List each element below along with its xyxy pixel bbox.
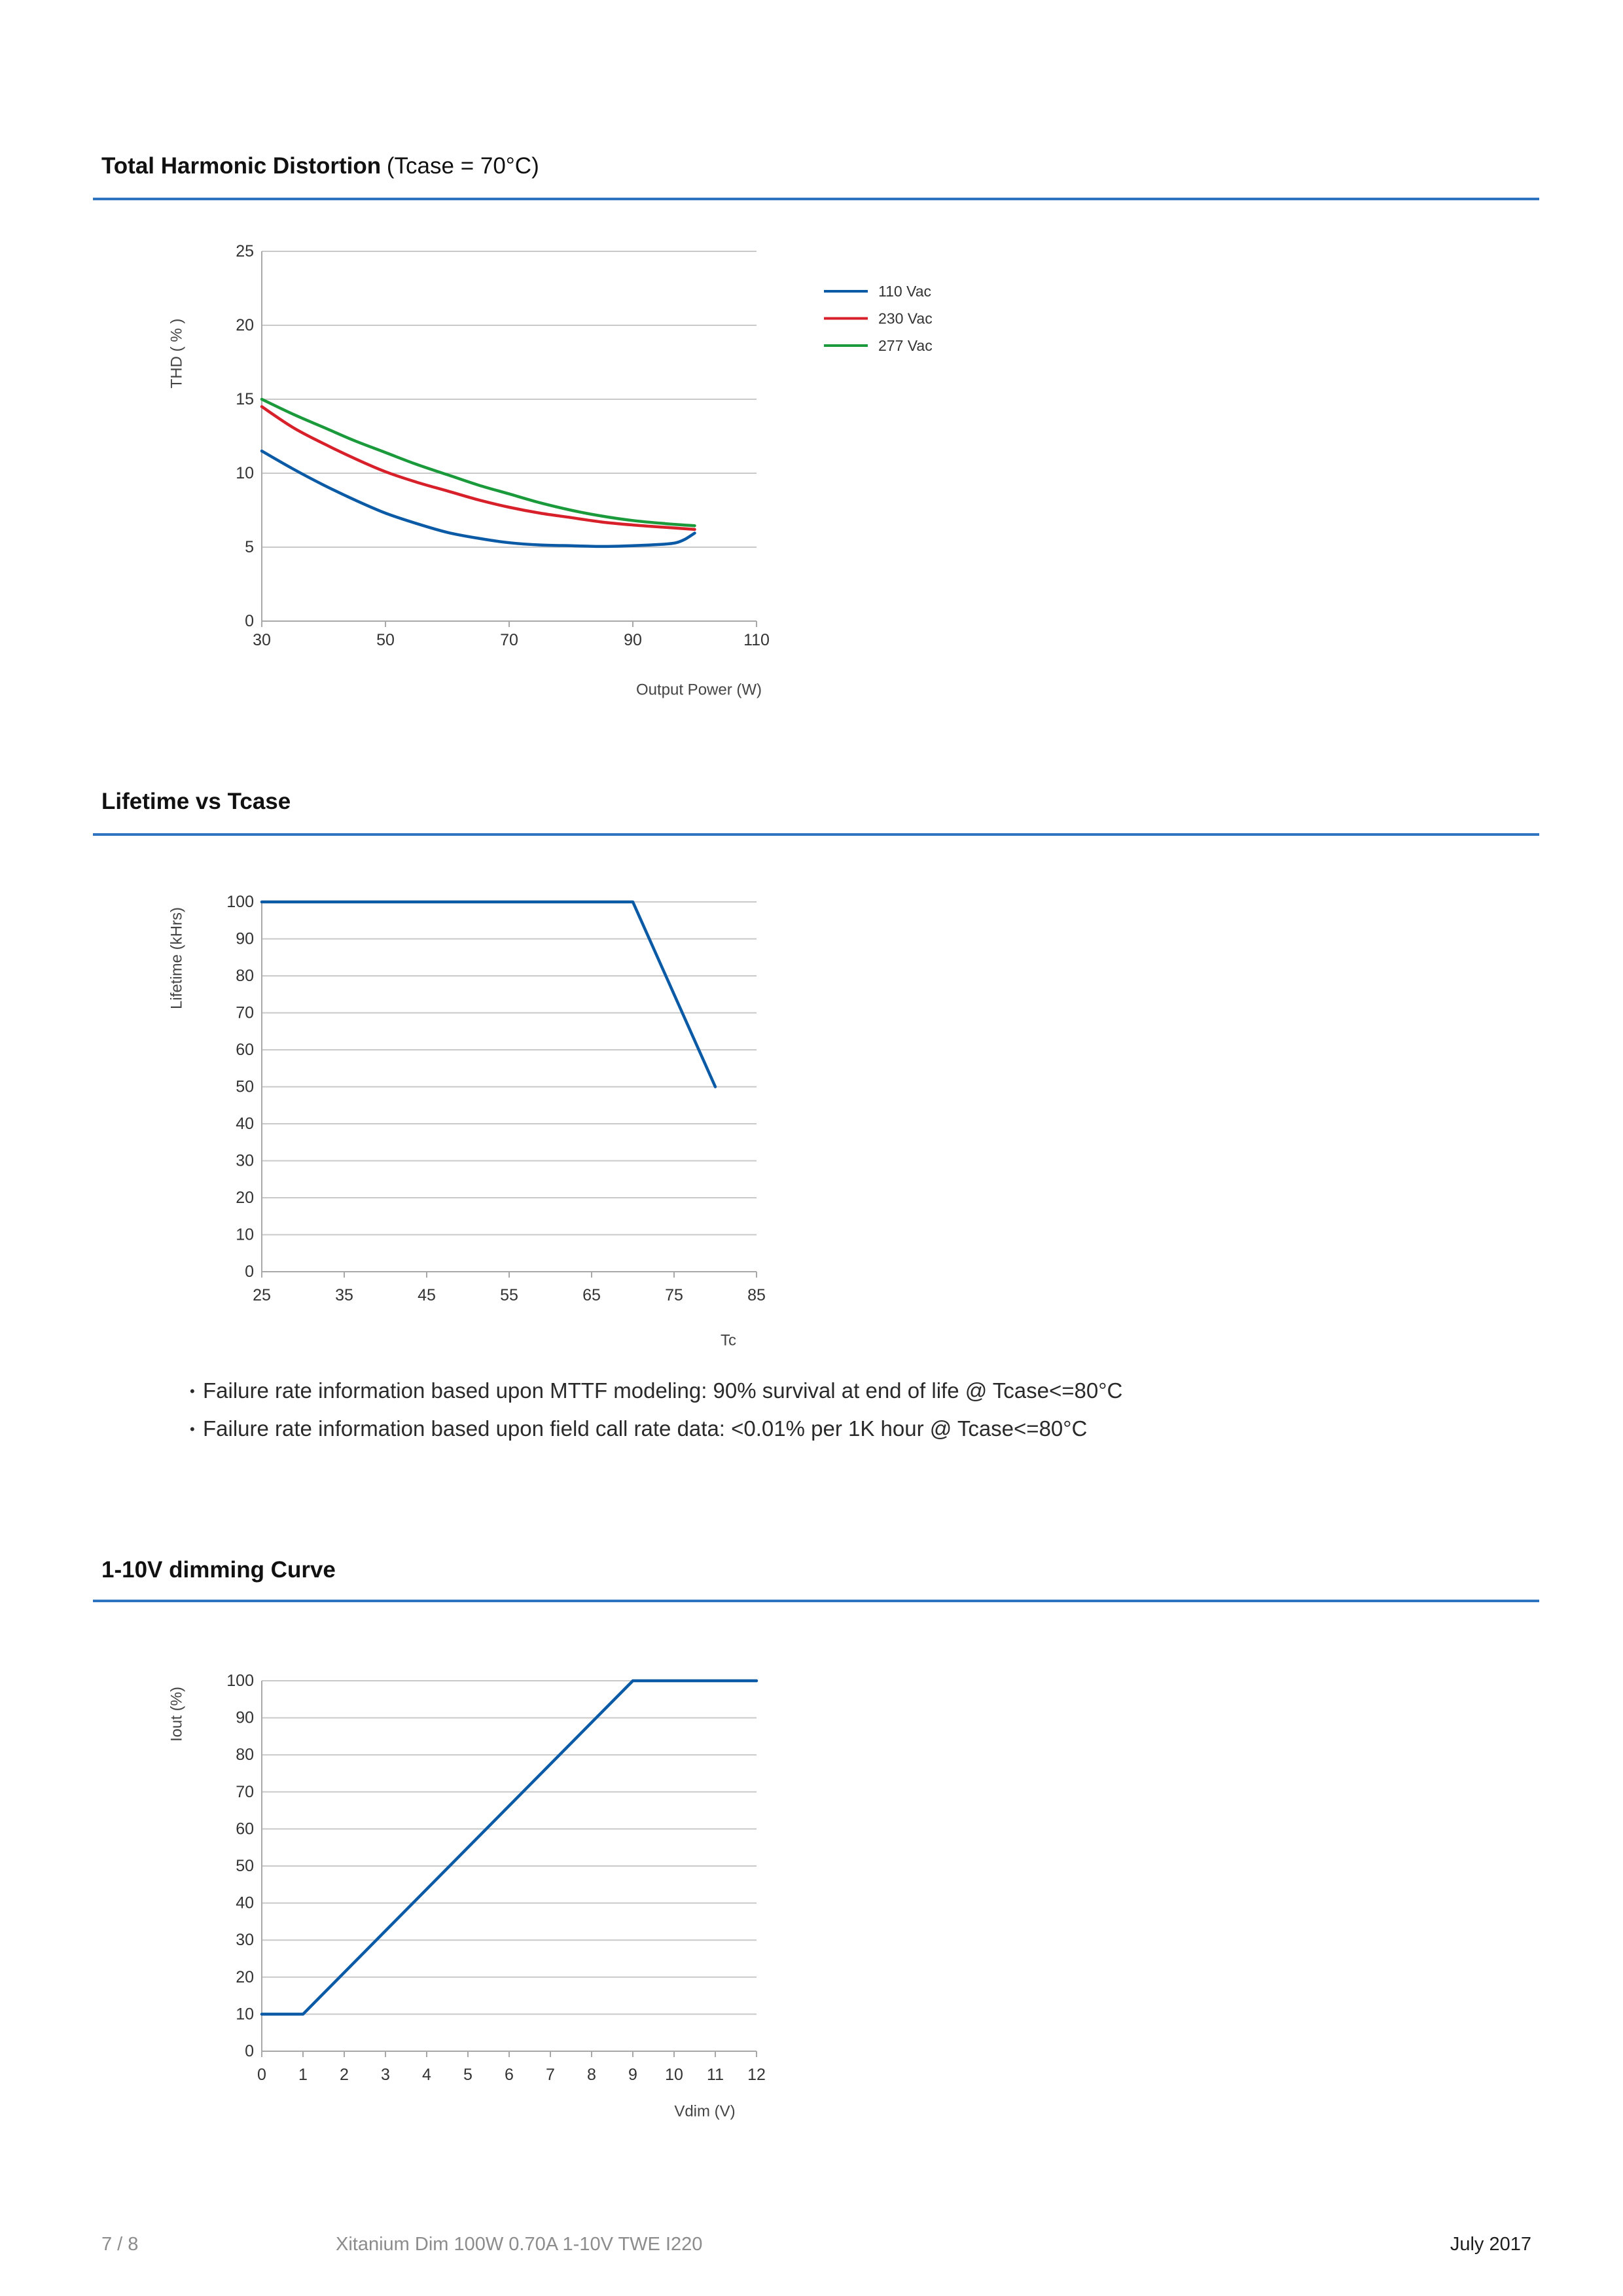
y-tick-label: 40 bbox=[236, 1115, 254, 1133]
x-tick-label: 70 bbox=[500, 631, 518, 649]
x-axis-title: Output Power (W) bbox=[636, 681, 762, 699]
x-tick-label: 35 bbox=[335, 1286, 353, 1304]
y-tick-label: 25 bbox=[236, 242, 254, 260]
x-tick-label: 5 bbox=[463, 2066, 473, 2084]
x-axis-title: Vdim (V) bbox=[674, 2103, 735, 2121]
x-axis-title: Tc bbox=[721, 1332, 736, 1350]
series-line bbox=[260, 1679, 758, 2016]
x-tick-label: 75 bbox=[665, 1286, 683, 1304]
y-tick-label: 80 bbox=[236, 967, 254, 985]
y-tick-label: 50 bbox=[236, 1857, 254, 1875]
section-heading-thd: Total Harmonic Distortion (Tcase = 70°C) bbox=[101, 151, 539, 181]
series-line-110-vac bbox=[260, 449, 696, 548]
legend-label: 277 Vac bbox=[878, 337, 933, 354]
x-tick-label: 50 bbox=[376, 631, 395, 649]
y-axis-title: Iout (%) bbox=[168, 1687, 186, 1742]
y-tick-label: 100 bbox=[226, 893, 254, 911]
note-item: Failure rate information based upon MTTF… bbox=[190, 1378, 1122, 1405]
y-tick-label: 20 bbox=[236, 1189, 254, 1207]
x-tick-label: 1 bbox=[298, 2066, 308, 2084]
gridlines bbox=[262, 901, 757, 1236]
x-tick-label: 3 bbox=[381, 2066, 390, 2084]
x-tick-label: 65 bbox=[582, 1286, 601, 1304]
lifetime-chart: 0 10 20 30 40 50 60 70 80 90 100 25 35 45 55 65 75 85 Tc Li… bbox=[168, 893, 766, 1350]
x-tick-label: 55 bbox=[500, 1286, 518, 1304]
legend-label: 230 Vac bbox=[878, 310, 933, 327]
legend-item: 277 Vac bbox=[824, 337, 933, 354]
x-tick-label: 110 bbox=[743, 631, 770, 649]
x-tick-label: 9 bbox=[628, 2066, 637, 2084]
x-tick-label: 12 bbox=[747, 2066, 766, 2084]
legend-item: 230 Vac bbox=[824, 310, 933, 327]
series-line-230-vac bbox=[260, 405, 696, 531]
y-tick-label: 80 bbox=[236, 1746, 254, 1764]
y-tick-label: 30 bbox=[236, 1931, 254, 1949]
y-tick-label: 15 bbox=[236, 390, 254, 408]
y-axis-title: Lifetime (kHrs) bbox=[168, 907, 186, 1009]
x-tick-label: 90 bbox=[624, 631, 642, 649]
page-number: 7 / 8 bbox=[101, 2234, 139, 2255]
y-tick-label: 40 bbox=[236, 1894, 254, 1912]
x-tick-label: 45 bbox=[418, 1286, 436, 1304]
y-tick-label: 10 bbox=[236, 464, 254, 482]
section-heading-subtitle: (Tcase = 70°C) bbox=[386, 153, 539, 179]
section-heading-lifetime: Lifetime vs Tcase bbox=[101, 787, 291, 817]
y-tick-label: 50 bbox=[236, 1078, 254, 1096]
y-axis-title: THD ( % ) bbox=[168, 319, 186, 389]
x-tick-label: 7 bbox=[546, 2066, 555, 2084]
y-tick-label: 10 bbox=[236, 2005, 254, 2023]
legend-item: 110 Vac bbox=[824, 283, 931, 300]
section-heading-title: Lifetime vs Tcase bbox=[101, 789, 291, 814]
y-tick-label: 60 bbox=[236, 1820, 254, 1838]
y-tick-label: 90 bbox=[236, 930, 254, 948]
x-tick-label: 11 bbox=[707, 2066, 724, 2084]
y-tick-label: 60 bbox=[236, 1041, 254, 1059]
y-tick-label: 20 bbox=[236, 316, 254, 334]
product-name: Xitanium Dim 100W 0.70A 1-10V TWE I220 bbox=[336, 2234, 703, 2255]
x-tick-label: 8 bbox=[587, 2066, 596, 2084]
series-line bbox=[260, 900, 717, 1088]
note-item: Failure rate information based upon fiel… bbox=[190, 1416, 1087, 1443]
x-tick-label: 4 bbox=[422, 2066, 431, 2084]
y-tick-label: 20 bbox=[236, 1968, 254, 1986]
section-heading-title: Total Harmonic Distortion bbox=[101, 153, 382, 179]
x-tick-label: 2 bbox=[340, 2066, 349, 2084]
y-tick-label: 0 bbox=[245, 612, 254, 630]
y-tick-label: 90 bbox=[236, 1709, 254, 1727]
legend-label: 110 Vac bbox=[878, 283, 931, 300]
y-tick-label: 70 bbox=[236, 1783, 254, 1801]
y-tick-label: 10 bbox=[236, 1226, 254, 1244]
section-divider bbox=[93, 833, 1539, 836]
x-tick-label: 25 bbox=[253, 1286, 271, 1304]
y-tick-label: 0 bbox=[245, 1263, 254, 1281]
section-heading-dimming: 1-10V dimming Curve bbox=[101, 1555, 336, 1585]
x-tick-label: 6 bbox=[505, 2066, 514, 2084]
x-tick-label: 85 bbox=[747, 1286, 766, 1304]
y-tick-label: 30 bbox=[236, 1152, 254, 1170]
y-tick-label: 5 bbox=[245, 538, 254, 556]
gridlines bbox=[262, 251, 757, 548]
section-divider bbox=[93, 1600, 1539, 1602]
x-tick-label: 10 bbox=[665, 2066, 683, 2084]
thd-chart: 0 5 10 15 20 25 30 50 70 90 110 Output Power (W) THD… bbox=[168, 242, 933, 699]
y-tick-label: 100 bbox=[226, 1672, 254, 1690]
section-heading-title: 1-10V dimming Curve bbox=[101, 1557, 336, 1583]
publication-date: July 2017 bbox=[1450, 2234, 1531, 2255]
series-line-277-vac bbox=[260, 397, 696, 528]
y-tick-label: 0 bbox=[245, 2042, 254, 2060]
x-tick-label: 0 bbox=[257, 2066, 266, 2084]
gridlines bbox=[262, 1680, 757, 2015]
y-tick-label: 70 bbox=[236, 1004, 254, 1022]
x-tick-label: 30 bbox=[253, 631, 271, 649]
section-divider bbox=[93, 198, 1539, 200]
